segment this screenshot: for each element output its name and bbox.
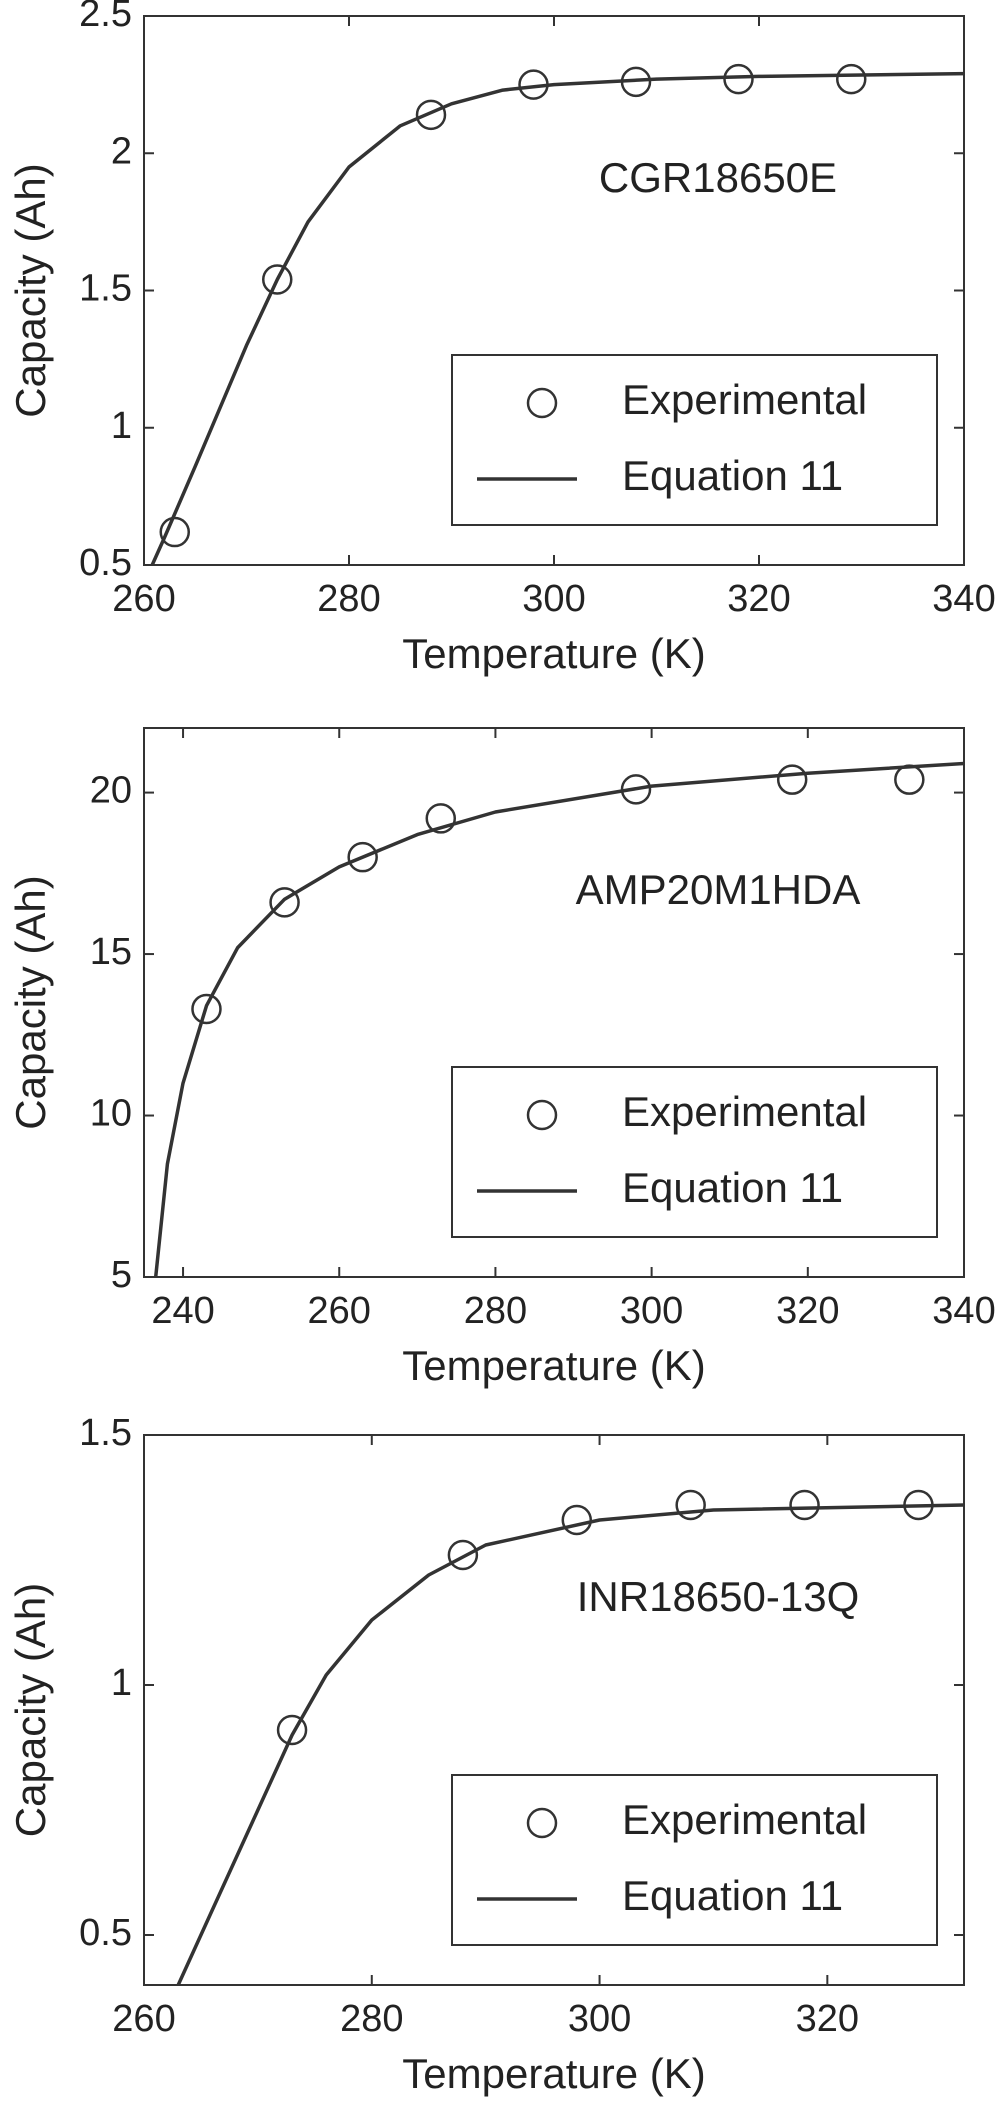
marker [347, 841, 378, 873]
annotation: INR18650-13Q [577, 1573, 860, 1620]
y-tick-label: 15 [90, 931, 132, 973]
marker [776, 764, 808, 795]
x-tick-label: 280 [464, 1290, 527, 1332]
plot-frame [143, 1434, 965, 1986]
plot-area [150, 63, 964, 565]
x-tick-label: 260 [112, 578, 175, 620]
x-tick-label: 240 [151, 1290, 214, 1332]
marker [415, 99, 447, 131]
marker [262, 264, 293, 295]
x-axis-label: Temperature (K) [402, 630, 705, 677]
x-tick-label: 260 [308, 1290, 371, 1332]
legend: Experimental Equation 11 [451, 354, 938, 526]
marker [276, 1714, 308, 1746]
legend-label: Experimental [622, 1796, 867, 1843]
legend-label: Experimental [622, 376, 867, 423]
y-tick-label: 0.5 [79, 1912, 132, 1954]
marker [447, 1539, 479, 1571]
x-tick-label: 300 [522, 578, 585, 620]
y-axis-label: Capacity (Ah) [7, 163, 54, 417]
legend: Experimental Equation 11 [451, 1774, 938, 1946]
chart-panel: 240 260 280 300 320 340 5 10 15 20 Temperature (K)… [7, 727, 996, 1389]
y-tick-label: 5 [111, 1254, 132, 1296]
legend-marker [526, 387, 558, 419]
x-axis-label: Temperature (K) [402, 1342, 705, 1389]
y-tick-label: 1.5 [79, 268, 132, 310]
x-tick-label: 340 [932, 1290, 995, 1332]
x-tick-label: 260 [112, 1998, 175, 2040]
y-axis-label: Capacity (Ah) [7, 875, 54, 1129]
x-tick-label: 280 [317, 578, 380, 620]
y-tick-label: 10 [90, 1093, 132, 1135]
x-tick-label: 320 [776, 1290, 839, 1332]
x-tick-label: 300 [620, 1290, 683, 1332]
plot-area [153, 761, 964, 1277]
x-tick-label: 320 [727, 578, 790, 620]
marker [561, 1504, 593, 1536]
y-tick-label: 1 [111, 1662, 132, 1704]
y-tick-label: 1.5 [79, 1412, 132, 1454]
x-tick-label: 280 [340, 1998, 403, 2040]
legend-marker [526, 1099, 558, 1131]
marker [723, 63, 754, 95]
y-axis-label: Capacity (Ah) [7, 1583, 54, 1837]
legend: Experimental Equation 11 [451, 1066, 938, 1238]
annotation: CGR18650E [599, 154, 837, 201]
y-tick-label: 2.5 [79, 0, 132, 35]
x-axis-label: Temperature (K) [402, 2050, 705, 2097]
legend-box [451, 1066, 938, 1238]
y-tick-label: 0.5 [79, 542, 132, 584]
legend-marker [526, 1807, 558, 1839]
marker [425, 803, 457, 834]
y-tick-label: 1 [111, 405, 132, 447]
legend-box [451, 1774, 938, 1946]
x-tick-label: 340 [932, 578, 995, 620]
marker [894, 764, 925, 795]
annotation: AMP20M1HDA [576, 866, 861, 913]
x-tick-label: 320 [796, 1998, 859, 2040]
plot-area [176, 1489, 964, 1985]
legend-box [451, 354, 938, 526]
y-tick-label: 20 [90, 770, 132, 812]
marker [191, 993, 222, 1025]
legend-label: Experimental [622, 1088, 867, 1135]
marker [836, 63, 867, 95]
marker [269, 887, 300, 918]
chart-panel: 260 280 300 320 340 0.5 1 1.5 2 2.5 Temperature (K… [7, 0, 996, 677]
marker [789, 1489, 820, 1521]
chart-panel: 260 280 300 320 0.5 1 1.5 Temperature (K) Capaci… [7, 1412, 965, 2097]
x-tick-label: 300 [568, 1998, 631, 2040]
fit-line [150, 71, 964, 565]
legend-label: Equation 11 [622, 1164, 843, 1211]
legend-label: Equation 11 [622, 452, 843, 499]
y-tick-label: 2 [111, 130, 132, 172]
marker [675, 1489, 706, 1521]
fit-line [153, 761, 964, 1277]
legend-label: Equation 11 [622, 1872, 843, 1919]
fit-line [176, 1503, 964, 1985]
plot-frame [143, 727, 965, 1278]
